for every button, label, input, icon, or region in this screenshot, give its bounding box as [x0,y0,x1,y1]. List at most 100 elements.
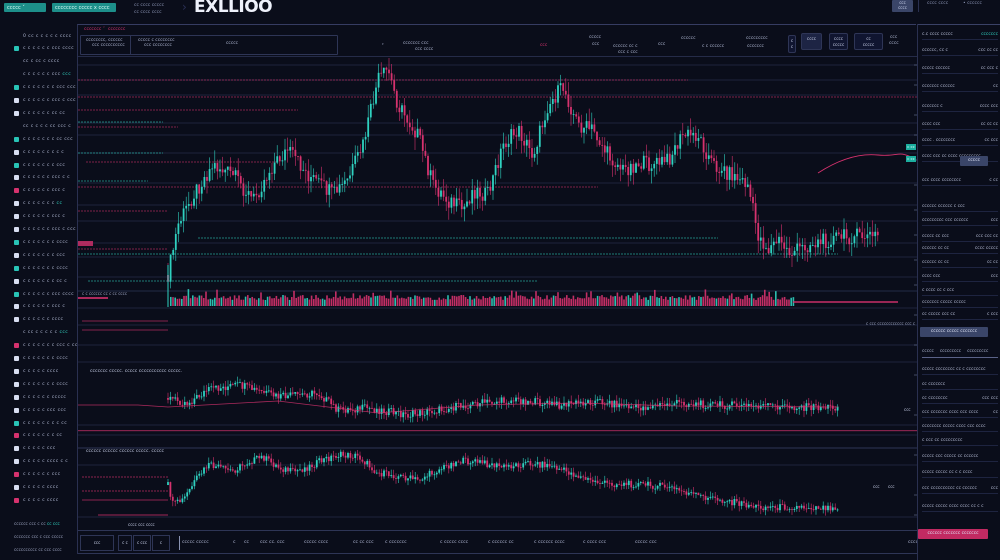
symbol-icon [14,85,19,91]
toolbar-stat[interactable]: c ccccccc [385,540,407,545]
stepper-up[interactable]: c [790,38,794,43]
market-selector[interactable]: cccccccc ccccc x cccc [52,3,116,12]
watchlist-item[interactable]: c c c c c cccc [14,484,59,492]
watchlist-item[interactable]: c c c c c c cc cc [14,109,65,117]
watchlist-item[interactable]: c c c c c ccc [14,445,56,453]
watchlist-item[interactable]: c c c c c c c c cc [14,419,67,427]
watchlist-item[interactable]: c c c c c c ccc c c [14,174,70,182]
stepper-down[interactable]: c [790,44,794,49]
panel-tab[interactable]: ccccccccc [939,349,962,354]
tab-secondary[interactable]: ccccccc [108,27,126,32]
header-value-8b: cccc [889,41,899,46]
symbol-icon [14,98,19,103]
panel-row: ccccc ccccc cccc cccc cc c c [922,502,998,512]
watchlist-item[interactable]: c c c c c c c ccc [14,161,65,169]
watchlist-item[interactable]: c c c c c cccc [14,496,59,504]
watchlist-item-text: c c c c c c c cccc [23,239,69,245]
header-button-3-label: cc [866,36,871,41]
panel-row-label: ccccc cccccccc cc c cccccccc [922,367,986,372]
watchlist-item[interactable]: c c c c c c c cc [14,200,62,208]
watchlist-item-text: c c c c c c ccc cccc [23,46,75,52]
panel-row: cc cccccccc ccc ccc [922,394,998,404]
watchlist-item[interactable]: c c c c c c ccc c [14,187,65,195]
toolbar-stat[interactable]: ccccc ccccc [182,540,209,545]
watchlist-item[interactable]: c c c c c c ccc cccc [14,290,74,298]
panel-tab[interactable]: ccccccccc [967,349,989,354]
toolbar-measure-button[interactable]: c ccc [133,535,151,551]
toolbar-stat[interactable]: ccccc cccc [304,540,329,545]
panel-row-value: c cc [989,178,998,183]
watchlist-item-label: c c c c c c ccc c ccc [23,227,76,232]
watchlist-item[interactable]: c c c c c c c cc c [14,277,67,285]
watchlist-item-label: c c c c c cccc [23,369,59,374]
watchlist-item[interactable]: c c c c c c ccc c [14,213,65,221]
watchlist-item-label: c c c c c c c cccc [23,356,68,361]
watchlist-item[interactable]: c c c c c c c cccc [14,380,68,388]
watchlist-item[interactable]: c c c c c c cccc [14,316,63,324]
panel-row-label: ccccccc c [922,104,943,109]
account-button[interactable]: ccc cccc [892,0,913,12]
toolbar-stat[interactable]: c ccccc cccc [440,540,469,545]
toolbar-stat[interactable]: c cccc ccc [583,540,607,545]
watchlist-item[interactable]: c c c c c c c ccc [14,251,65,259]
toolbar-stat[interactable]: cc cc ccc [353,540,374,545]
watchlist-item[interactable]: 0 cc c c c c c cccc [14,32,72,40]
symbol-icon [14,304,19,310]
watchlist-item[interactable]: c c c c c c ccccc [14,393,66,401]
watchlist-item[interactable]: c c c c c c ccc c ccc [14,226,76,234]
watchlist-item[interactable]: c c c c c c c c c [14,148,64,156]
price-chart[interactable] [78,25,917,530]
topbar-info-1: cc cccc ccccc [134,3,165,8]
close-position-button[interactable]: cccccc ccccccc ccccccc [918,529,988,539]
toolbar-cursor-group[interactable]: ccc [80,535,114,551]
toolbar-stat[interactable]: c [233,540,236,545]
header-stepper[interactable]: c c [788,35,796,53]
watchlist-item[interactable]: cc c c c c cc ccc c [14,122,71,130]
watchlist-item[interactable]: c c c c c c ccc cccc [14,45,74,53]
header-value-6a: cccccc [681,36,696,41]
watchlist-item[interactable]: c c c c c cccc c c [14,458,68,466]
watchlist-item[interactable]: c c c c c c c cccc [14,355,68,363]
watchlist-item-label: c c c c c c c cc c [23,279,67,284]
open-button[interactable]: ccccc [960,156,988,166]
watchlist-item[interactable]: c c c c c c c ccc c cc [14,342,78,350]
header-button-2[interactable]: cccc ccccc [829,33,848,50]
watchlist-item[interactable]: c c c c c ccc ccc [14,406,66,414]
toolbar-draw-button[interactable]: c c [118,535,132,551]
panel-row: ccccccc c cccc ccc [922,102,998,112]
watchlist-item[interactable]: c c c c c c ccc ccc [14,71,71,79]
header-button-1[interactable]: cccc [801,33,822,50]
cursor-button[interactable]: ccc [93,540,101,545]
watchlist-item[interactable]: c c c c c cccc [14,367,59,375]
toolbar-stat[interactable]: ccccc ccc [635,540,657,545]
watchlist-item-label: c c c c c c c ccc ccc [23,85,76,90]
panel-tab[interactable]: ccccc [922,349,934,354]
watchlist-item[interactable]: c c c c c c c cc [14,432,62,440]
toolbar-stat[interactable]: cc [244,540,250,545]
sidebar-footer-text: cccccc ccc c cc [14,521,46,526]
header-button-3[interactable]: cc ccccc [854,33,883,50]
watchlist-item[interactable]: c c c c c c ccc [14,471,61,479]
tab-chart[interactable]: ccccccc ˅ [84,27,105,32]
panel-row-label: ccccc ccccc cccc cccc cc c c [922,504,984,509]
watchlist-item[interactable]: c c c c c c ccc c [14,303,65,311]
symbol-selector[interactable]: ccccc ˅ [4,3,46,12]
toolbar-stat[interactable]: cccc [908,540,919,545]
toolbar-stat[interactable]: c cccccc cccc [534,540,565,545]
header-cell-1-line1: cccccccc, cccccc [86,38,123,43]
watchlist-item[interactable]: c c c c c c c cccc [14,264,68,272]
watchlist-item[interactable]: c c c c c c c cccc [14,238,68,246]
more-label: c [159,540,163,545]
watchlist-item[interactable]: c c c c c c c cc ccc [14,135,73,143]
symbol-icon [14,459,19,465]
toolbar-stat[interactable]: c cccccc cc [488,540,514,545]
watchlist-item-text: c c c c c c ccc [23,472,61,478]
toolbar-stat[interactable]: ccc cc. ccc [260,540,285,545]
symbol-icon [14,446,19,452]
toolbar-more-button[interactable]: c [152,535,170,551]
watchlist-item[interactable]: cc c cc c cccc [14,58,60,66]
submit-order-button[interactable]: cccccc ccccc ccccccc [920,327,988,337]
watchlist-item[interactable]: c cc c c c c c ccc [14,329,68,337]
watchlist-item[interactable]: c c c c c c c ccc ccc [14,84,76,92]
watchlist-item[interactable]: c c c c c c ccc c ccc [14,97,76,105]
